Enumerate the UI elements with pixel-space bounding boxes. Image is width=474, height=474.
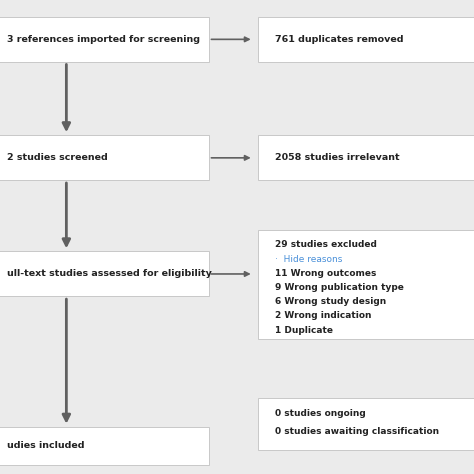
Text: 0 studies awaiting classification: 0 studies awaiting classification: [275, 427, 439, 436]
FancyBboxPatch shape: [258, 17, 474, 62]
FancyBboxPatch shape: [0, 17, 209, 62]
FancyBboxPatch shape: [258, 230, 474, 339]
Text: 1 Duplicate: 1 Duplicate: [275, 326, 333, 335]
Text: 2058 studies irrelevant: 2058 studies irrelevant: [275, 153, 400, 162]
Text: ull-text studies assessed for eligibility: ull-text studies assessed for eligibilit…: [7, 269, 212, 278]
Text: ·  Hide reasons: · Hide reasons: [275, 255, 342, 264]
Text: 761 duplicates removed: 761 duplicates removed: [275, 35, 403, 44]
Text: 2 studies screened: 2 studies screened: [7, 153, 108, 162]
FancyBboxPatch shape: [258, 135, 474, 180]
FancyBboxPatch shape: [258, 398, 474, 450]
Text: 2 Wrong indication: 2 Wrong indication: [275, 311, 372, 320]
Text: 11 Wrong outcomes: 11 Wrong outcomes: [275, 269, 376, 278]
FancyBboxPatch shape: [0, 135, 209, 180]
Text: 0 studies ongoing: 0 studies ongoing: [275, 409, 365, 418]
Text: 6 Wrong study design: 6 Wrong study design: [275, 297, 386, 306]
Text: 3 references imported for screening: 3 references imported for screening: [7, 35, 200, 44]
FancyBboxPatch shape: [0, 427, 209, 465]
FancyBboxPatch shape: [0, 251, 209, 296]
Text: 9 Wrong publication type: 9 Wrong publication type: [275, 283, 404, 292]
Text: 29 studies excluded: 29 studies excluded: [275, 240, 377, 249]
Text: udies included: udies included: [7, 441, 85, 450]
